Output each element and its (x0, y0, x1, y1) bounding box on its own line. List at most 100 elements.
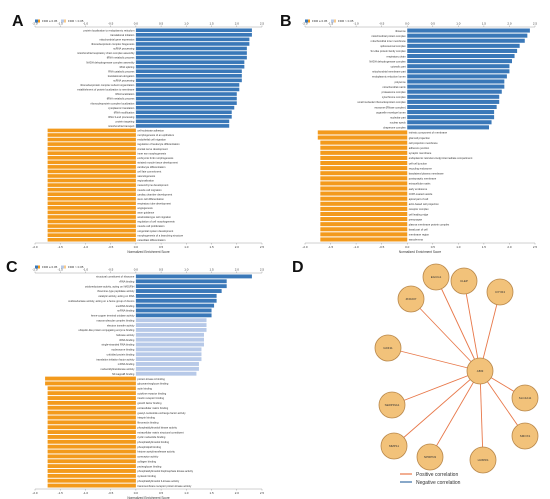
bar (47, 386, 136, 391)
bar (135, 318, 207, 323)
network-node: CXYR4 (486, 278, 514, 306)
node-label: SLC4A11 (519, 396, 532, 400)
legend: FDR ≤ 0.05 FDR > 0.05 (35, 265, 84, 269)
tick-label: 2.0 (235, 491, 240, 495)
tick-label: 2.0 (507, 245, 512, 249)
bar (407, 38, 525, 43)
legend-swatch (61, 19, 66, 23)
bar-label: RNA localization (115, 92, 134, 96)
bar-label: presynapse (409, 217, 423, 221)
bar-label: histone acetyltransferase activity (137, 450, 175, 454)
edge (391, 370, 481, 406)
bar-label: translation initiation factor activity (96, 357, 135, 361)
bar (47, 215, 136, 219)
tick-label: 0.5 (159, 22, 164, 26)
bar (135, 279, 227, 284)
bar-label: cytosolic part (391, 64, 406, 68)
bar (320, 237, 408, 242)
bar-label: osteoblast differentiation (137, 238, 166, 242)
bar (320, 140, 408, 145)
bar-label: macromolecular complex binding (96, 318, 134, 322)
bar (320, 232, 408, 237)
legend: FDR ≤ 0.05 FDR > 0.05 (35, 19, 84, 23)
x-axis-label: Normalized Enrichment Score (399, 250, 442, 254)
bar (47, 237, 136, 242)
tick-label: 1.5 (209, 268, 214, 272)
bar (320, 166, 408, 171)
bar (47, 219, 136, 224)
bar (135, 60, 245, 64)
bar (407, 53, 515, 59)
bar (47, 473, 136, 478)
bar (320, 176, 408, 181)
bar (47, 165, 136, 169)
bar-label: protein localization to endoplasmic reti… (83, 28, 134, 32)
tick-label: 1.0 (184, 491, 189, 495)
bar-label: tRNA binding (119, 338, 135, 342)
bar (45, 381, 136, 386)
bar (47, 454, 136, 459)
bar (320, 196, 408, 201)
bar-label: axon guidance (137, 211, 154, 215)
x-axis-bottom: -2.0 -1.5 -1.0 -0.5 0.0 0.5 1.0 1.5 2.0 2.5 (32, 242, 264, 249)
panel-a: A FDR ≤ 0.05 FDR > 0.05 -2.0 -1.5 -1.0 -0.5 0.0… (12, 13, 264, 254)
bar (320, 191, 408, 196)
tick-label: -0.5 (108, 22, 114, 26)
bar-label: electron transfer activity (107, 323, 135, 327)
panel-c: C FDR ≤ 0.05 FDR > 0.05 -2.0 -1.5 -1.0 -0.5 0.0… (6, 259, 264, 499)
bar (47, 187, 136, 192)
bar-label: regionalization (137, 179, 154, 183)
x-axis-bottom: -2.0 -1.5 -1.0 -0.5 0.0 0.5 1.0 1.5 2.0 2.5 (32, 488, 264, 495)
bar (47, 210, 136, 215)
bar (135, 78, 242, 83)
bar-label: threonine-type peptidase activity (97, 289, 135, 293)
tick-label: -0.5 (379, 22, 385, 26)
node-label: CLEP (460, 279, 468, 283)
network-node: HUMSS (469, 446, 497, 474)
bar-label: extracellular matrix (409, 182, 431, 186)
tick-label: 1.5 (209, 491, 214, 495)
tick-label: 1.0 (456, 22, 461, 26)
bar-label: COPI-coated vesicle (409, 192, 433, 196)
bar-label: inner ear morphogenesis (137, 151, 166, 155)
bar-label: cell fate commitment (137, 170, 161, 174)
bar (47, 183, 136, 187)
bar-label: phosphatidylinositol binding (137, 440, 169, 444)
legend-swatch (64, 19, 66, 23)
node-circle (469, 446, 497, 474)
tick-label: 2.5 (260, 268, 265, 272)
bar-label: ameboidal-type cell migration (137, 215, 171, 219)
bar-label: catalytic activity, acting on RNA (98, 294, 134, 298)
node-circle (422, 263, 450, 291)
bar-label: protein kinase A binding (137, 377, 165, 381)
bar (320, 181, 408, 186)
edge (429, 370, 481, 458)
bar-label: ncRNA processing (113, 79, 135, 83)
legend-label: FDR > 0.05 (68, 19, 84, 23)
node-circle (450, 267, 478, 295)
bar-label: unfolded protein binding (107, 352, 135, 356)
node-label: GDF11 (383, 346, 393, 350)
legend-label: Positive correlation (416, 472, 458, 478)
legend-label: FDR ≤ 0.05 (42, 265, 58, 269)
tick-label: 2.0 (507, 22, 512, 26)
bar (135, 42, 250, 46)
bar-label: endoplasmic reticulum-Golgi intermediate… (409, 156, 473, 160)
tick-label: -2.0 (32, 245, 38, 249)
tick-label: -1.5 (58, 268, 64, 272)
bar (47, 201, 136, 206)
bar-label: striated muscle tissue development (137, 160, 178, 164)
bar-label: translational elongation (108, 74, 135, 78)
bar-label: ribonucleoprotein complex localization (91, 101, 135, 105)
bar (135, 101, 237, 105)
edge (479, 291, 501, 372)
tick-label: 2.5 (533, 22, 538, 26)
bar-label: phosphatidylinositol kinase activity (137, 425, 177, 429)
network-node: ZNF207 (397, 285, 425, 313)
node-circle (416, 443, 444, 471)
bar-label: synaptic membrane (409, 151, 432, 155)
tick-label: -1.5 (58, 491, 64, 495)
legend-swatch (35, 265, 40, 269)
bar (135, 352, 202, 357)
bar (135, 327, 207, 332)
